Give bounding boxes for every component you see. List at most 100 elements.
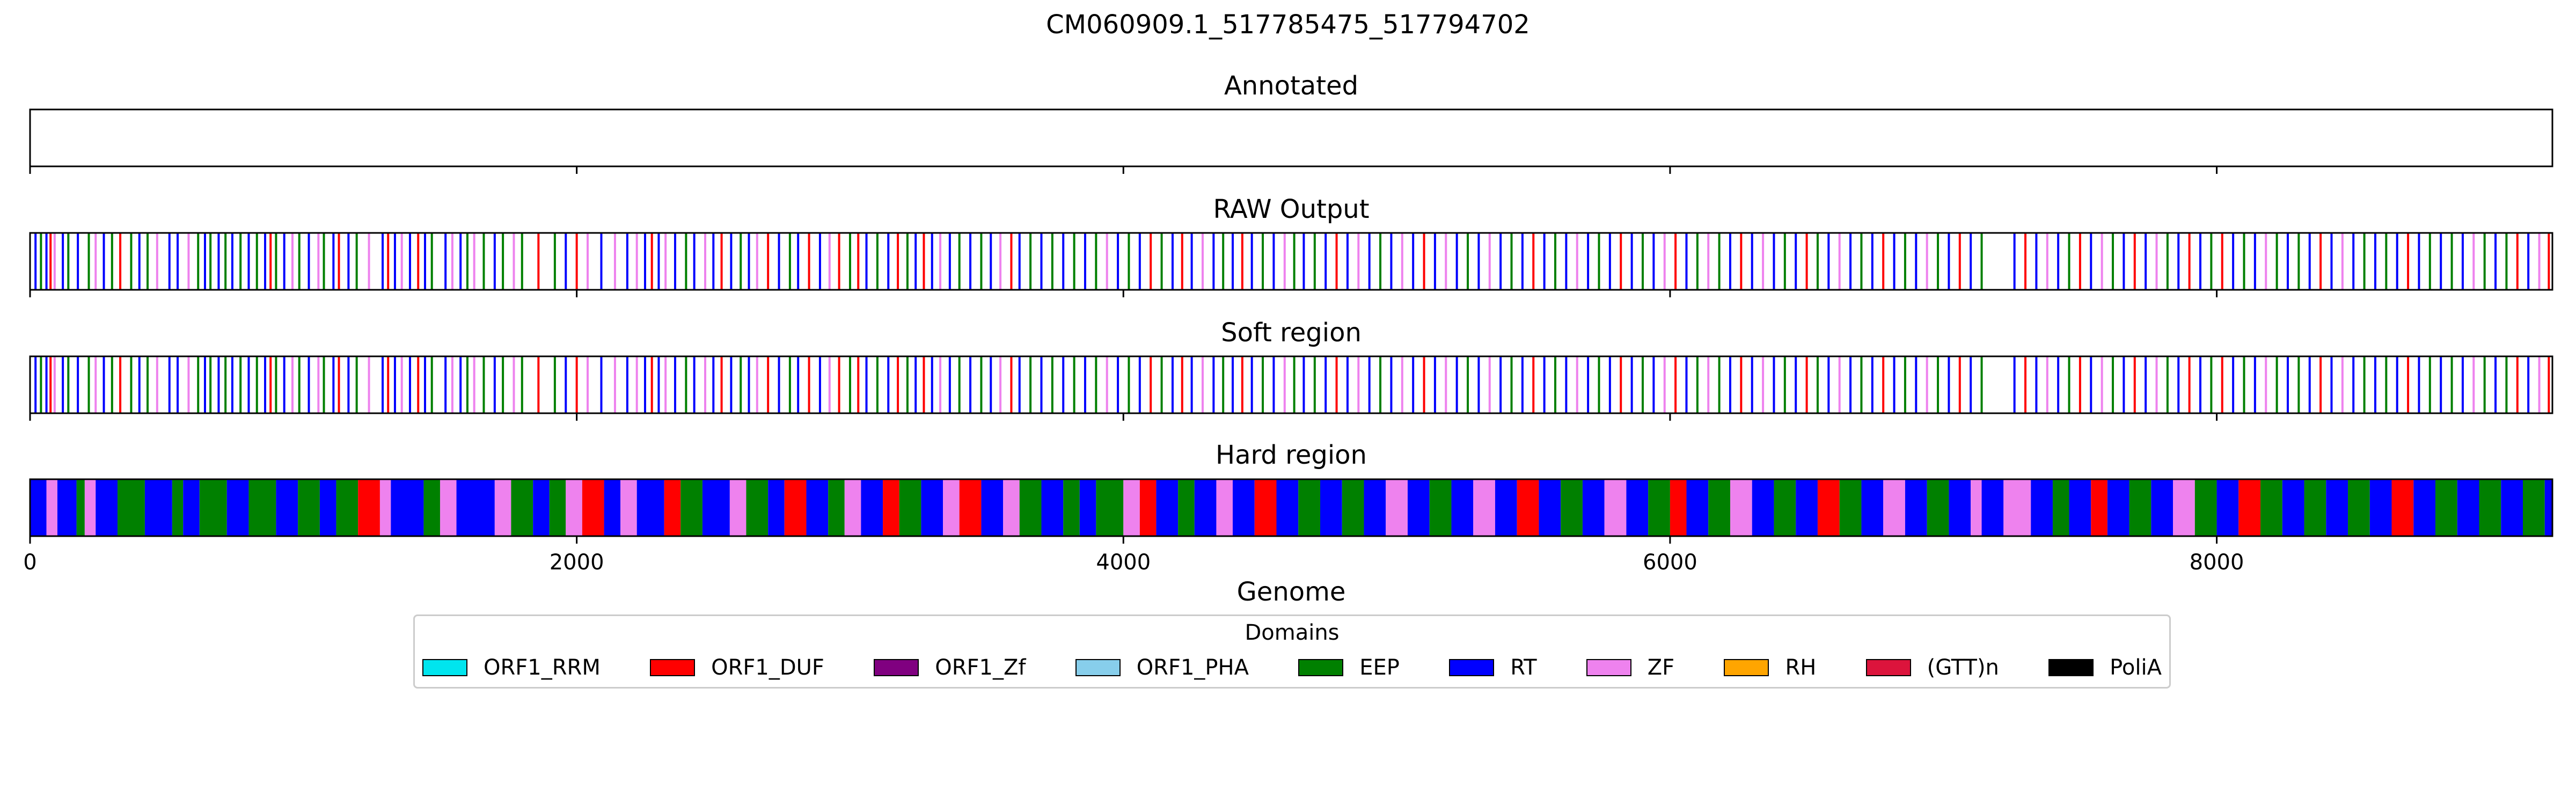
domain-block <box>943 479 960 536</box>
domain-block <box>828 479 845 536</box>
domain-block <box>533 479 550 536</box>
legend-swatch <box>1865 659 1911 676</box>
legend-label: ORF1_DUF <box>711 655 824 680</box>
legend-label: ORF1_PHA <box>1136 655 1249 680</box>
domain-block <box>199 479 227 536</box>
legend-item-orf1-duf: ORF1_DUF <box>650 655 824 680</box>
domain-block <box>2304 479 2326 536</box>
x-tick-label: 0 <box>23 550 36 575</box>
domain-block <box>2501 479 2523 536</box>
domain-block <box>2391 479 2414 536</box>
domain-legend: Domains ORF1_RRM ORF1_DUF ORF1_Zf ORF1_P… <box>413 614 2171 689</box>
legend-item-gtt-n: (GTT)n <box>1865 655 1999 680</box>
legend-item-polia: PoliA <box>2048 655 2162 680</box>
panel-title-annotated: Annotated <box>1224 71 1359 101</box>
domain-block <box>144 479 172 536</box>
domain-block <box>768 479 785 536</box>
panel-title-raw-output: RAW Output <box>1213 194 1370 224</box>
domain-block <box>1708 479 1730 536</box>
domain-block <box>729 479 747 536</box>
domain-block <box>883 479 899 536</box>
domain-block <box>2052 479 2069 536</box>
domain-block <box>1216 479 1233 536</box>
domain-block <box>636 479 664 536</box>
domain-block <box>2413 479 2436 536</box>
domain-block <box>2282 479 2304 536</box>
legend-swatch <box>2048 659 2094 676</box>
domain-block <box>566 479 582 536</box>
domain-block <box>2260 479 2282 536</box>
panel-title-hard-region: Hard region <box>1216 440 1367 470</box>
domain-block <box>959 479 982 536</box>
domain-block <box>2216 479 2239 536</box>
domain-block <box>1774 479 1796 536</box>
domain-block <box>899 479 921 536</box>
domain-block <box>96 479 118 536</box>
domain-block <box>76 479 85 536</box>
domain-block <box>2435 479 2457 536</box>
domain-block <box>391 479 424 536</box>
domain-block <box>2522 479 2545 536</box>
domain-block <box>1971 479 1982 536</box>
legend-item-zf: ZF <box>1586 655 1674 680</box>
panel-frame <box>29 232 2553 291</box>
domain-block <box>1156 479 1179 536</box>
domain-block <box>1342 479 1364 536</box>
domain-block <box>1364 479 1386 536</box>
domain-block <box>664 479 681 536</box>
domain-block <box>1194 479 1217 536</box>
domain-block <box>1604 479 1627 536</box>
legend-item-orf1-pha: ORF1_PHA <box>1075 655 1249 680</box>
domain-block <box>1839 479 1862 536</box>
domain-block <box>298 479 320 536</box>
domain-block <box>582 479 604 536</box>
domain-block <box>1041 479 1064 536</box>
legend-item-eep: EEP <box>1298 655 1400 680</box>
domain-block <box>494 479 511 536</box>
domain-block <box>1139 479 1157 536</box>
domain-block <box>1063 479 1080 536</box>
domain-block <box>746 479 769 536</box>
domain-block <box>511 479 533 536</box>
legend-label: ORF1_RRM <box>484 655 601 680</box>
domain-block <box>620 479 637 536</box>
domain-block <box>2069 479 2091 536</box>
domain-block <box>921 479 943 536</box>
domain-block <box>183 479 200 536</box>
legend-label: (GTT)n <box>1927 655 1999 680</box>
domain-block <box>30 479 47 536</box>
legend-swatch <box>1449 659 1495 676</box>
domain-block <box>1473 479 1495 536</box>
domain-block <box>172 479 184 536</box>
domain-block <box>226 479 249 536</box>
domain-block <box>1949 479 1971 536</box>
domain-block <box>1730 479 1752 536</box>
domain-block <box>248 479 276 536</box>
domain-block <box>1517 479 1539 536</box>
domain-block <box>604 479 621 536</box>
domain-block <box>1796 479 1818 536</box>
legend-label: EEP <box>1359 655 1400 680</box>
legend-swatch <box>422 659 467 676</box>
x-tick-label: 4000 <box>1096 550 1151 575</box>
domain-block <box>84 479 96 536</box>
domain-block <box>1561 479 1583 536</box>
domain-block <box>440 479 457 536</box>
legend-swatch <box>1586 659 1631 676</box>
domain-block <box>2031 479 2053 536</box>
domain-block <box>702 479 730 536</box>
legend-label: ORF1_Zf <box>935 655 1026 680</box>
domain-block <box>2107 479 2129 536</box>
legend-label: RH <box>1785 655 1817 680</box>
domain-block <box>379 479 391 536</box>
x-tick-label: 2000 <box>550 550 604 575</box>
legend-item-orf1-rrm: ORF1_RRM <box>422 655 601 680</box>
panel-frame <box>29 108 2553 167</box>
domain-block <box>276 479 298 536</box>
domain-block <box>1123 479 1140 536</box>
domain-block <box>2238 479 2261 536</box>
domain-block <box>549 479 566 536</box>
domain-block <box>784 479 807 536</box>
domain-block <box>2348 479 2370 536</box>
